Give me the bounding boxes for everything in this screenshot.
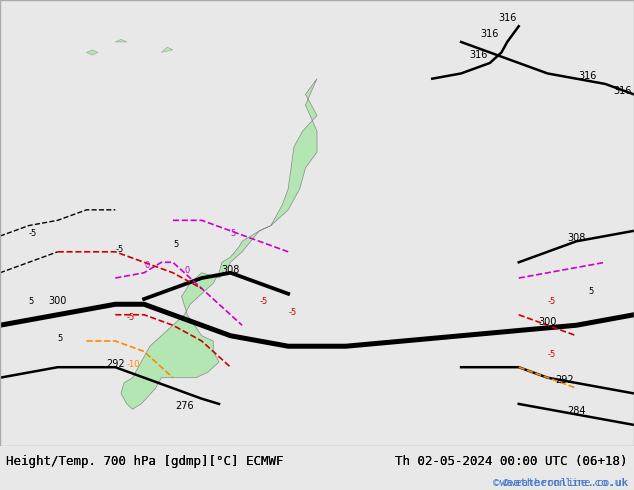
Text: 308: 308	[221, 265, 240, 275]
Text: -5: -5	[259, 297, 268, 306]
Text: 300: 300	[48, 296, 67, 306]
Text: 300: 300	[538, 317, 557, 327]
Text: Height/Temp. 700 hPa [gdmp][°C] ECMWF: Height/Temp. 700 hPa [gdmp][°C] ECMWF	[6, 455, 284, 468]
Polygon shape	[115, 39, 127, 42]
Text: Th 02-05-2024 00:00 UTC (06+18): Th 02-05-2024 00:00 UTC (06+18)	[395, 455, 628, 468]
Text: ©weatheronline.co.uk: ©weatheronline.co.uk	[503, 478, 628, 489]
Text: Th 02-05-2024 00:00 UTC (06+18): Th 02-05-2024 00:00 UTC (06+18)	[395, 455, 628, 468]
Text: 316: 316	[498, 13, 516, 23]
Text: -5: -5	[288, 308, 297, 317]
Polygon shape	[121, 79, 317, 409]
Text: 0: 0	[184, 266, 190, 275]
Text: 292: 292	[555, 375, 574, 385]
Text: Height/Temp. 700 hPa [gdmp][°C] ECMWF: Height/Temp. 700 hPa [gdmp][°C] ECMWF	[6, 455, 284, 468]
Text: 316: 316	[613, 86, 631, 97]
Text: -5: -5	[548, 350, 556, 359]
Text: -5: -5	[548, 297, 556, 306]
Text: 5: 5	[173, 240, 178, 248]
Text: 292: 292	[106, 359, 125, 369]
Text: 308: 308	[567, 233, 586, 244]
Polygon shape	[162, 47, 173, 52]
Text: 5: 5	[231, 229, 236, 238]
Text: -10: -10	[127, 360, 140, 369]
Text: 316: 316	[481, 29, 499, 39]
Text: 316: 316	[579, 71, 597, 81]
Text: 0: 0	[144, 261, 150, 270]
Text: 5: 5	[58, 334, 63, 343]
Text: 284: 284	[567, 406, 586, 416]
Polygon shape	[86, 50, 98, 55]
Text: ©weatheronline.co.uk: ©weatheronline.co.uk	[493, 478, 628, 489]
Text: 276: 276	[175, 401, 194, 411]
Text: 5: 5	[588, 287, 593, 296]
Text: -5: -5	[127, 313, 135, 322]
Text: 5: 5	[29, 297, 34, 306]
Text: -5: -5	[115, 245, 124, 254]
Text: -5: -5	[29, 229, 37, 238]
Text: 316: 316	[469, 49, 488, 60]
